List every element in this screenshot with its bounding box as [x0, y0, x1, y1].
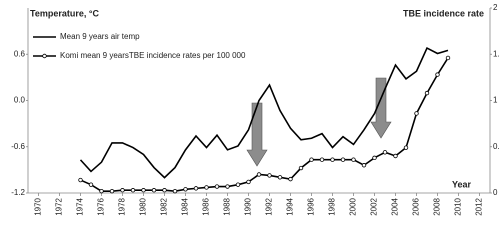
- x-tick-label: 1982: [160, 197, 169, 215]
- legend-label: Komi mean 9 yearsTBE incidence rates per…: [60, 51, 246, 60]
- series-line: [79, 46, 449, 179]
- point: [183, 187, 188, 192]
- point: [151, 188, 157, 193]
- point: [340, 157, 346, 162]
- point: [382, 150, 388, 155]
- x-tick-label: 1994: [286, 197, 295, 215]
- point: [235, 182, 241, 187]
- point: [246, 179, 251, 185]
- point: [141, 188, 146, 193]
- point: [393, 153, 398, 159]
- point: [277, 175, 283, 180]
- x-tick-label: 2012: [475, 197, 484, 215]
- point: [88, 182, 94, 187]
- x-tick-label: 1974: [76, 197, 85, 215]
- point: [109, 188, 115, 194]
- x-tick-label: 1988: [223, 197, 232, 215]
- x-tick-label: 2010: [454, 197, 463, 215]
- point: [172, 188, 178, 194]
- point: [267, 173, 272, 178]
- point: [424, 90, 430, 96]
- point: [162, 188, 167, 193]
- y2-axis-title: TBE incidence rate: [403, 8, 484, 18]
- x-tick-label: 2004: [391, 197, 400, 215]
- point: [78, 177, 83, 183]
- point: [120, 188, 125, 193]
- point: [435, 72, 440, 77]
- y2-tick-label: 2: [493, 3, 498, 12]
- point: [99, 188, 104, 194]
- x-tick-label: 1992: [265, 197, 274, 215]
- x-tick-label: 1990: [244, 197, 253, 215]
- legend-marker: [42, 53, 47, 59]
- point: [361, 163, 367, 168]
- y-tick-label: 0.6: [14, 49, 26, 58]
- x-tick-label: 2006: [412, 197, 421, 215]
- x-tick-label: 1980: [139, 197, 148, 215]
- point: [330, 157, 335, 162]
- point: [193, 186, 199, 191]
- x-axis-title: Year: [452, 179, 472, 189]
- x-tick-label: 1970: [34, 197, 43, 215]
- series-line: [80, 57, 449, 192]
- point: [298, 165, 304, 171]
- x-tick-label: 1998: [328, 197, 337, 215]
- x-tick-label: 2008: [433, 197, 442, 215]
- y2-tick-label: 1.5: [493, 49, 500, 58]
- y2-tick-label: 1: [493, 96, 498, 105]
- x-tick-label: 1996: [307, 197, 316, 215]
- legend-label: Mean 9 years air temp: [60, 32, 140, 41]
- y2-tick-label: 0.5: [493, 142, 500, 151]
- x-tick-label: 1986: [202, 197, 211, 215]
- x-tick-label: 1978: [118, 197, 127, 215]
- y-tick-label: 0.0: [14, 96, 26, 105]
- x-tick-label: 1972: [55, 197, 64, 215]
- point: [256, 172, 262, 177]
- y-axis-title: Temperature, °C: [30, 8, 99, 18]
- x-tick-label: 2000: [349, 197, 358, 215]
- point: [204, 185, 209, 190]
- point: [225, 184, 230, 189]
- point: [309, 157, 314, 162]
- point: [288, 176, 293, 182]
- point: [414, 111, 419, 116]
- point: [214, 184, 220, 189]
- point: [372, 155, 377, 161]
- y-tick-label: -0.6: [11, 142, 25, 151]
- point: [445, 55, 451, 61]
- point: [319, 157, 325, 162]
- y-tick-label: -1.2: [11, 188, 25, 197]
- point: [403, 145, 409, 150]
- x-tick-label: 1976: [97, 197, 106, 215]
- y2-tick-label: 0: [493, 188, 498, 197]
- chart: Temperature, °C TBE incidence rate Year …: [11, 3, 500, 216]
- x-tick-label: 1984: [181, 197, 190, 215]
- point: [130, 188, 136, 193]
- x-tick-label: 2002: [370, 197, 379, 215]
- point: [351, 157, 356, 162]
